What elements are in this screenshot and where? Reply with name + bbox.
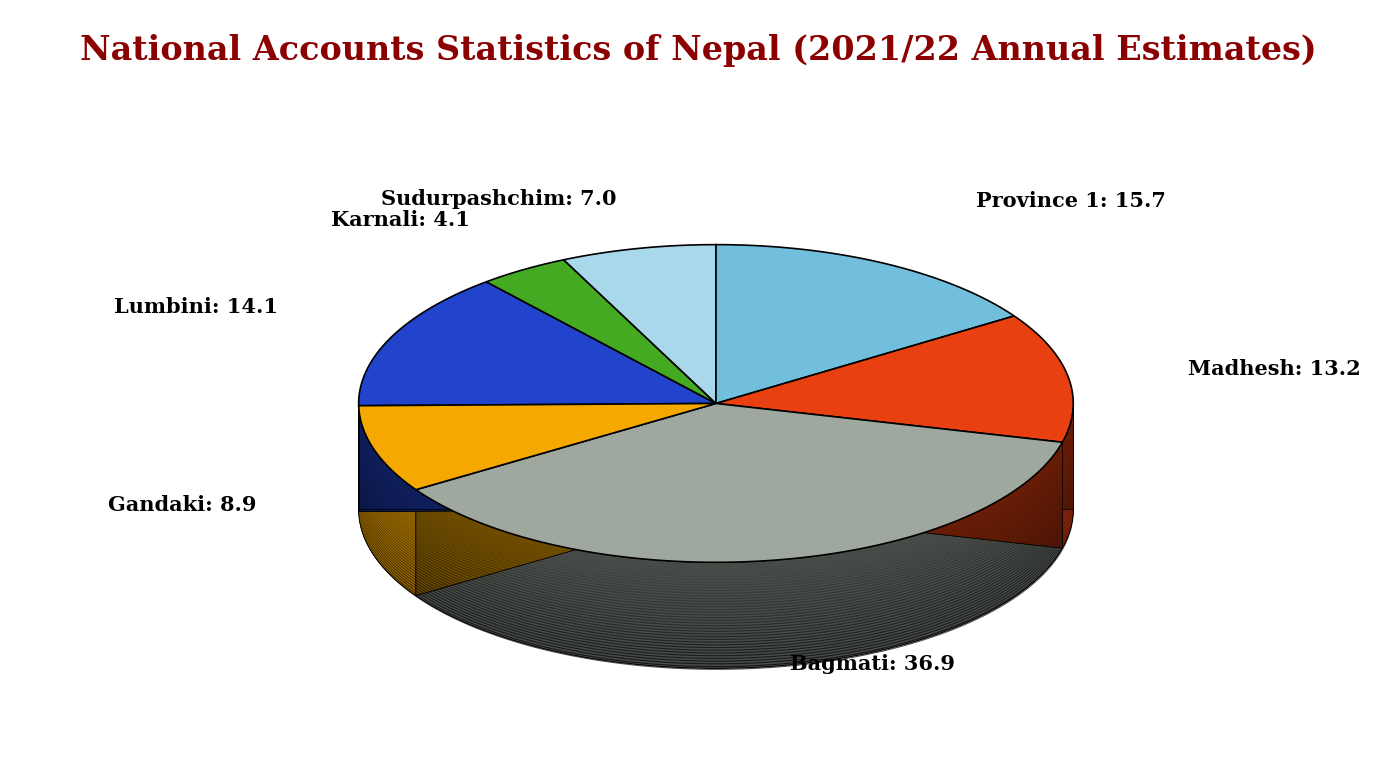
Polygon shape	[486, 260, 715, 403]
Polygon shape	[359, 403, 715, 510]
Polygon shape	[359, 403, 715, 512]
Text: National Accounts Statistics of Nepal (2021/22 Annual Estimates): National Accounts Statistics of Nepal (2…	[80, 34, 1317, 67]
Text: Province 1: 15.7: Province 1: 15.7	[977, 191, 1166, 211]
Text: Karnali: 4.1: Karnali: 4.1	[331, 210, 469, 231]
Polygon shape	[564, 244, 715, 403]
Polygon shape	[715, 403, 1073, 510]
Polygon shape	[1062, 403, 1073, 549]
Polygon shape	[416, 403, 715, 596]
Polygon shape	[416, 403, 715, 596]
Polygon shape	[359, 403, 715, 490]
Text: Gandaki: 8.9: Gandaki: 8.9	[108, 495, 257, 515]
Polygon shape	[416, 442, 1062, 668]
Polygon shape	[715, 403, 1062, 549]
Polygon shape	[416, 403, 1062, 562]
Text: Sudurpashchim: 7.0: Sudurpashchim: 7.0	[380, 189, 616, 209]
Polygon shape	[715, 403, 1062, 549]
Text: Madhesh: 13.2: Madhesh: 13.2	[1189, 359, 1361, 380]
Polygon shape	[359, 403, 715, 512]
Text: Bagmati: 36.9: Bagmati: 36.9	[791, 654, 956, 674]
Polygon shape	[359, 406, 416, 596]
Polygon shape	[359, 282, 715, 406]
Text: Lumbini: 14.1: Lumbini: 14.1	[115, 297, 278, 317]
Ellipse shape	[359, 351, 1073, 668]
Polygon shape	[715, 244, 1014, 403]
Polygon shape	[715, 316, 1073, 442]
